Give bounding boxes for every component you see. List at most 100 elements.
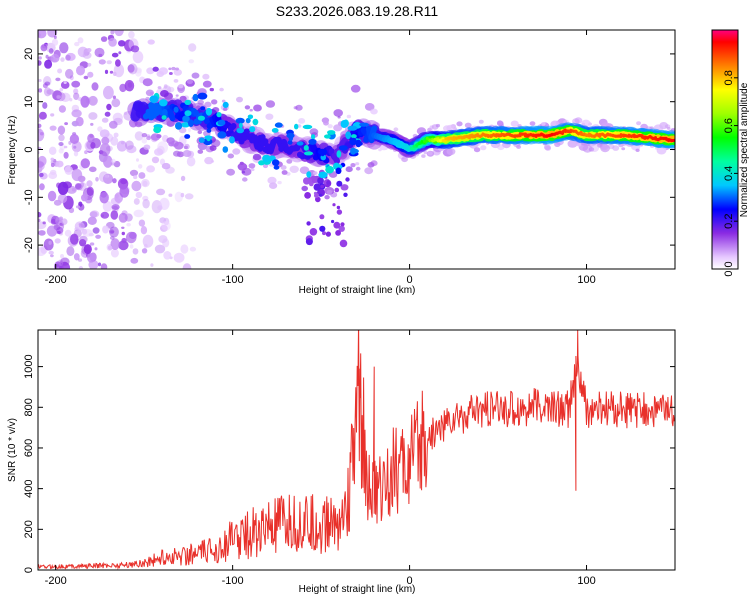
spectrogram-ridge-spot	[188, 119, 194, 127]
y-tick-label: 600	[23, 439, 35, 457]
spectrogram-haze-blob	[168, 142, 174, 147]
spectrogram-haze-blob	[266, 100, 275, 108]
spectrogram-haze-blob	[253, 154, 261, 161]
spectrogram-noise-blob	[141, 226, 147, 234]
y-tick-label: 0	[23, 567, 35, 573]
spectrogram-ridge-spot	[304, 151, 313, 155]
spectrogram-noise-blob	[48, 241, 51, 245]
spectrogram-ridge-spot	[303, 125, 313, 129]
spectrogram-ridge-spot	[198, 93, 208, 100]
spectrogram-haze-blob	[517, 145, 520, 148]
spectrogram-haze-blob	[151, 133, 160, 141]
spectrogram-noise-blob	[95, 177, 99, 182]
spectrogram-ridge-spot	[297, 141, 304, 145]
spectrogram-ridge-segment	[364, 130, 367, 133]
spectrogram-noise-blob	[181, 176, 185, 181]
spectrogram-noise-blob	[152, 157, 159, 164]
spectrogram-haze-blob	[600, 144, 610, 152]
spectrogram-tail-blob	[320, 185, 324, 189]
spectrogram-ridge-segment	[263, 142, 266, 144]
spectrogram-noise-blob	[99, 59, 106, 64]
spectrogram-haze-blob	[347, 115, 351, 119]
spectrogram-noise-blob	[162, 163, 171, 169]
y-tick-label: 800	[23, 398, 35, 416]
spectrogram-noise-blob	[111, 249, 119, 258]
spectrogram-noise-blob	[88, 217, 97, 225]
spectrogram-haze-blob	[282, 170, 288, 175]
spectrogram-noise-blob	[58, 182, 69, 195]
spectrogram-haze-blob	[154, 148, 163, 155]
spectrogram-noise-blob	[58, 142, 63, 146]
spectrogram-tail-blob	[319, 226, 325, 232]
spectrogram-ridge-segment	[425, 141, 428, 142]
spectrogram-ridge-spot	[351, 149, 359, 154]
colorbar-tick-label: 0.0	[723, 261, 735, 276]
spectrogram-noise-blob	[55, 78, 60, 82]
spectrogram-haze-blob	[169, 72, 173, 75]
spectrogram-ridge-spot	[217, 131, 226, 138]
spectrogram-noise-blob	[76, 66, 85, 76]
spectrogram-ridge-spot	[207, 129, 212, 133]
spectrogram-tail-blob	[306, 238, 313, 245]
spectrogram-haze-blob	[210, 88, 214, 91]
spectrogram-haze-blob	[355, 162, 359, 165]
spectrogram-noise-blob	[49, 251, 54, 255]
spectrogram-ridge-spot	[351, 134, 357, 138]
spectrogram-tail-blob	[340, 222, 344, 226]
spectrogram-noise-blob	[60, 254, 64, 259]
colorbar-tick-label: 0.8	[723, 70, 735, 85]
spectrogram-haze-blob	[465, 123, 472, 128]
spectrogram-ridge-spot	[327, 130, 335, 135]
spectrogram-noise-blob	[54, 36, 57, 40]
spectrogram-noise-blob	[57, 69, 62, 74]
spectrogram-noise-blob	[64, 81, 67, 84]
spectrogram-noise-blob	[106, 104, 111, 110]
spectrogram-noise-blob	[51, 54, 60, 63]
spectrogram-noise-blob	[51, 158, 55, 161]
spectrogram-noise-blob	[70, 134, 79, 144]
spectrogram-ridge-spot	[162, 115, 167, 120]
spectrogram-haze-blob	[159, 67, 168, 75]
spectrogram-ridge-spot	[286, 133, 294, 138]
spectrogram-noise-blob	[71, 81, 80, 88]
spectrogram-noise-blob	[39, 112, 47, 120]
spectrogram-ridge-segment	[194, 111, 197, 114]
spectrogram-ridge-spot	[200, 106, 205, 110]
spectrogram-haze-blob	[228, 154, 234, 159]
spectrogram-ridge-segment	[244, 143, 247, 144]
spectrogram-noise-blob	[80, 96, 89, 108]
spectrogram-haze-blob	[364, 167, 373, 174]
spectrogram-noise-blob	[49, 48, 54, 54]
spectrogram-noise-blob	[188, 128, 191, 132]
spectrogram-noise-blob	[64, 122, 68, 125]
spectrogram-haze-blob	[636, 149, 640, 152]
spectrogram-haze-blob	[153, 67, 159, 72]
y-tick-label: -10	[23, 189, 35, 205]
spectrogram-noise-blob	[146, 165, 155, 172]
spectrogram-noise-blob	[81, 194, 88, 201]
spectrogram-haze-blob	[621, 147, 625, 150]
spectrogram-haze-blob	[333, 109, 343, 117]
spectrogram-haze-blob	[184, 146, 188, 149]
chart-title: S233.2026.083.19.28.R11	[276, 3, 439, 19]
spectrogram-ridge-spot	[149, 95, 158, 103]
spectrogram-noise-blob	[176, 94, 179, 96]
spectrogram-haze-blob	[146, 90, 154, 97]
spectrogram-haze-blob	[281, 165, 287, 170]
spectrogram-ridge-segment	[196, 121, 199, 122]
spectrogram-ridge-segment	[207, 120, 210, 121]
spectrogram-noise-blob	[125, 141, 134, 150]
spectrogram-noise-blob	[139, 220, 145, 227]
spectrogram-haze-blob	[350, 163, 355, 167]
spectrogram-tail-blob	[337, 206, 340, 209]
spectrogram-noise-blob	[56, 227, 63, 234]
spectrogram-haze-blob	[174, 79, 179, 83]
spectrogram-noise-blob	[180, 244, 188, 253]
x-tick-label: -100	[222, 575, 244, 587]
spectrogram-noise-blob	[156, 189, 165, 196]
spectrogram-ridge-spot	[272, 159, 279, 166]
spectrogram-ridge-spot	[193, 94, 199, 101]
spectrogram-marks	[34, 25, 678, 275]
spectrogram-noise-blob	[119, 186, 129, 198]
